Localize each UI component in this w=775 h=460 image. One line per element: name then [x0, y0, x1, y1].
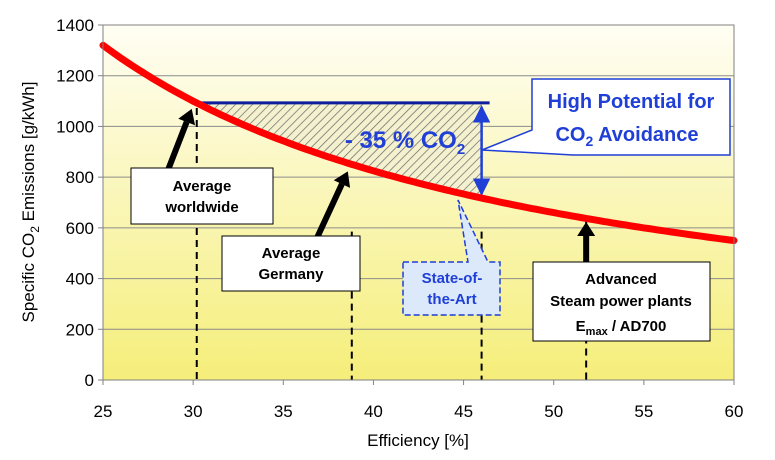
potential-label-line1: High Potential for	[548, 91, 715, 113]
worldwide-box	[130, 167, 274, 225]
reduction-area	[196, 101, 490, 199]
plot-frame	[102, 24, 735, 381]
y-tick-label: 400	[66, 270, 94, 289]
x-tick-label: 50	[544, 402, 563, 421]
y-axis-title-pre: Specific CO	[19, 233, 38, 323]
reduction-label: - 35 % CO2	[345, 127, 465, 158]
worldwide-label-line2: worldwide	[164, 199, 238, 216]
worldwide-label-line1: Average	[173, 178, 232, 195]
state-of-art-box	[402, 199, 501, 316]
advanced-label-formula: Emax / AD700	[576, 318, 667, 338]
callouts: Average worldwide Average Germany Advanced St…	[130, 78, 731, 342]
advanced-box	[532, 261, 711, 342]
y-tick-label: 0	[85, 371, 94, 390]
emission-curve	[99, 41, 738, 244]
germany-arrow-shaft	[313, 182, 345, 242]
advanced-formula-post: / AD700	[608, 318, 667, 335]
worldwide-arrow-head	[178, 108, 196, 126]
y-tick-label: 600	[66, 219, 94, 238]
reduction-label-sub: 2	[457, 141, 465, 158]
x-tick-label: 30	[184, 402, 203, 421]
state-of-art-label-line2: the-Art	[427, 291, 476, 308]
potential-line2-sub: 2	[585, 133, 593, 149]
advanced-arrow-head	[577, 222, 596, 236]
state-of-art-label-line1: State-of-	[422, 270, 483, 287]
potential-line2-pre: CO	[555, 124, 585, 146]
advanced-formula-sub: max	[586, 326, 609, 338]
potential-line2-post: Avoidance	[593, 124, 698, 146]
advanced-label-line2: Steam power plants	[550, 293, 692, 310]
y-axis-title-sub: 2	[28, 226, 42, 233]
y-tick-label: 1200	[56, 67, 94, 86]
advanced-label-line1: Advanced	[585, 271, 657, 288]
y-tick-label: 800	[66, 168, 94, 187]
x-tick-label: 55	[634, 402, 653, 421]
reduction-label-pre: - 35 % CO	[345, 127, 457, 154]
y-tick-label: 1000	[56, 117, 94, 136]
axis-ticks: 0 200 400 600 800 1000 1200 1400 25 30 35 40 45 50 55 6…	[56, 16, 743, 421]
reduction-hatch	[196, 102, 482, 199]
advanced-formula-main: E	[576, 318, 586, 335]
germany-label-line2: Germany	[258, 266, 324, 283]
germany-label-line1: Average	[262, 245, 321, 262]
germany-arrow-head	[333, 171, 351, 188]
x-tick-label: 35	[274, 402, 293, 421]
germany-box	[221, 235, 361, 292]
y-axis-title-post: Emissions [g/kWh]	[19, 82, 38, 227]
x-tick-label: 40	[364, 402, 383, 421]
worldwide-arrow-shaft	[165, 120, 190, 172]
x-tick-label: 45	[454, 402, 473, 421]
potential-label-line2: CO2 Avoidance	[555, 124, 698, 149]
potential-box	[481, 78, 731, 156]
y-tick-label: 200	[66, 320, 94, 339]
x-tick-label: 60	[725, 402, 744, 421]
emission-curve-line	[99, 41, 738, 244]
y-axis-title: Specific CO2 Emissions [g/kWh]	[19, 82, 42, 323]
y-tick-label: 1400	[56, 16, 94, 35]
x-tick-label: 25	[94, 402, 113, 421]
x-axis-title: Efficiency [%]	[367, 431, 469, 450]
